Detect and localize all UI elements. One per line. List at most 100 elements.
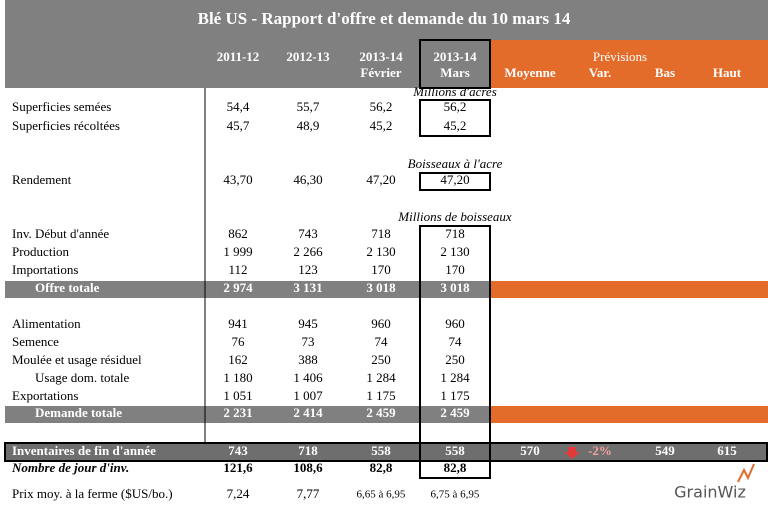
cell: 6,65 à 6,95 [357,489,406,501]
cell: 3 018 [440,280,470,295]
cell: 170 [371,262,391,277]
row-label: Nombre de jour d'inv. [11,460,129,475]
cell: 108,6 [293,460,323,475]
row-label: Offre totale [35,280,100,295]
cell: 2 414 [293,405,323,420]
unit-label: Boisseaux à l'acre [408,156,503,171]
mars-box [419,39,491,89]
cell: 45,2 [370,118,393,133]
cell: 54,4 [227,99,250,114]
cell: 7,77 [297,486,320,501]
cell: 48,9 [297,118,320,133]
row-label: Importations [12,262,78,277]
forecast-title: Prévisions [593,49,647,64]
cell: 1 406 [293,370,323,385]
cell: 945 [298,316,318,331]
cell: 1 999 [223,244,252,259]
forecast-band [490,281,768,298]
cell: 2 266 [293,244,323,259]
cell: 6,75 à 6,95 [431,489,480,501]
column-header: 2011-12 [217,49,260,64]
row-label: Superficies semées [12,99,111,114]
cell: 112 [228,262,247,277]
cell: 7,24 [227,486,250,501]
cell: 73 [302,334,315,349]
cell: 862 [228,226,248,241]
cell: 74 [375,334,389,349]
column-header: Février [360,65,401,80]
cell: 2 459 [366,405,396,420]
forecast-column: Moyenne [504,65,556,80]
cell: 960 [445,316,465,331]
row-label: Superficies récoltées [12,118,120,133]
cell: 1 180 [223,370,252,385]
cell: 250 [371,352,391,367]
forecast-header [490,40,768,88]
row-label: Prix moy. à la ferme ($US/bo.) [12,486,173,501]
stock-band [4,442,768,462]
cell: 743 [228,443,248,458]
cell: 1 284 [366,370,396,385]
cell: 2 459 [440,405,470,420]
cell: 123 [298,262,318,277]
forecast-cell: 549 [655,443,675,458]
cell: 3 018 [366,280,396,295]
cell: 1 007 [293,388,323,403]
cell: 43,70 [223,172,252,187]
column-header: Mars [440,65,470,80]
forecast-cell: -2% [588,443,612,458]
cell: 718 [371,226,391,241]
title-bar [5,0,768,40]
column-header: 2013-14 [359,49,403,64]
row-label: Moulée et usage résiduel [12,352,142,367]
column-header: 2013-14 [433,49,477,64]
total-band [5,406,490,423]
cell: 47,20 [366,172,395,187]
cell: 718 [445,226,465,241]
cell: 388 [298,352,318,367]
logo: GrainWiz [674,483,746,502]
cell: 1 051 [223,388,252,403]
cell: 1 175 [366,388,395,403]
row-label: Usage dom. totale [35,370,129,385]
logo-mark [737,463,755,483]
mars-box [419,172,491,191]
row-label: Demande totale [35,405,122,420]
cell: 74 [449,334,463,349]
forecast-column: Bas [655,65,675,80]
forecast-column: Var. [589,65,612,80]
mars-box [419,225,491,479]
cell: 47,20 [440,172,469,187]
cell: 960 [371,316,391,331]
cell: 1 284 [440,370,470,385]
mars-box [419,99,491,137]
row-label: Exportations [12,388,78,403]
cell: 743 [298,226,318,241]
cell: 558 [445,443,465,458]
cell: 2 130 [366,244,395,259]
forecast-band [490,406,768,423]
row-label: Rendement [12,172,72,187]
total-band [5,281,490,298]
cell: 2 130 [440,244,469,259]
cell: 82,8 [370,460,393,475]
cell: 45,7 [227,118,250,133]
cell: 46,30 [293,172,322,187]
unit-label: Millions de boisseaux [397,209,512,224]
cell: 941 [228,316,248,331]
cell: 170 [445,262,465,277]
cell: 2 231 [223,405,252,420]
unit-label: Millions d'acres [412,84,497,99]
cell: 56,2 [370,99,393,114]
cell: 3 131 [293,280,322,295]
row-label: Inv. Début d'année [12,226,109,241]
forecast-cell: 570 [520,443,540,458]
cell: 2 974 [223,280,253,295]
cell: 162 [228,352,248,367]
cell: 82,8 [444,460,467,475]
cell: 121,6 [223,460,253,475]
cell: 250 [445,352,465,367]
forecast-column: Haut [713,65,742,80]
cell: 55,7 [297,99,320,114]
